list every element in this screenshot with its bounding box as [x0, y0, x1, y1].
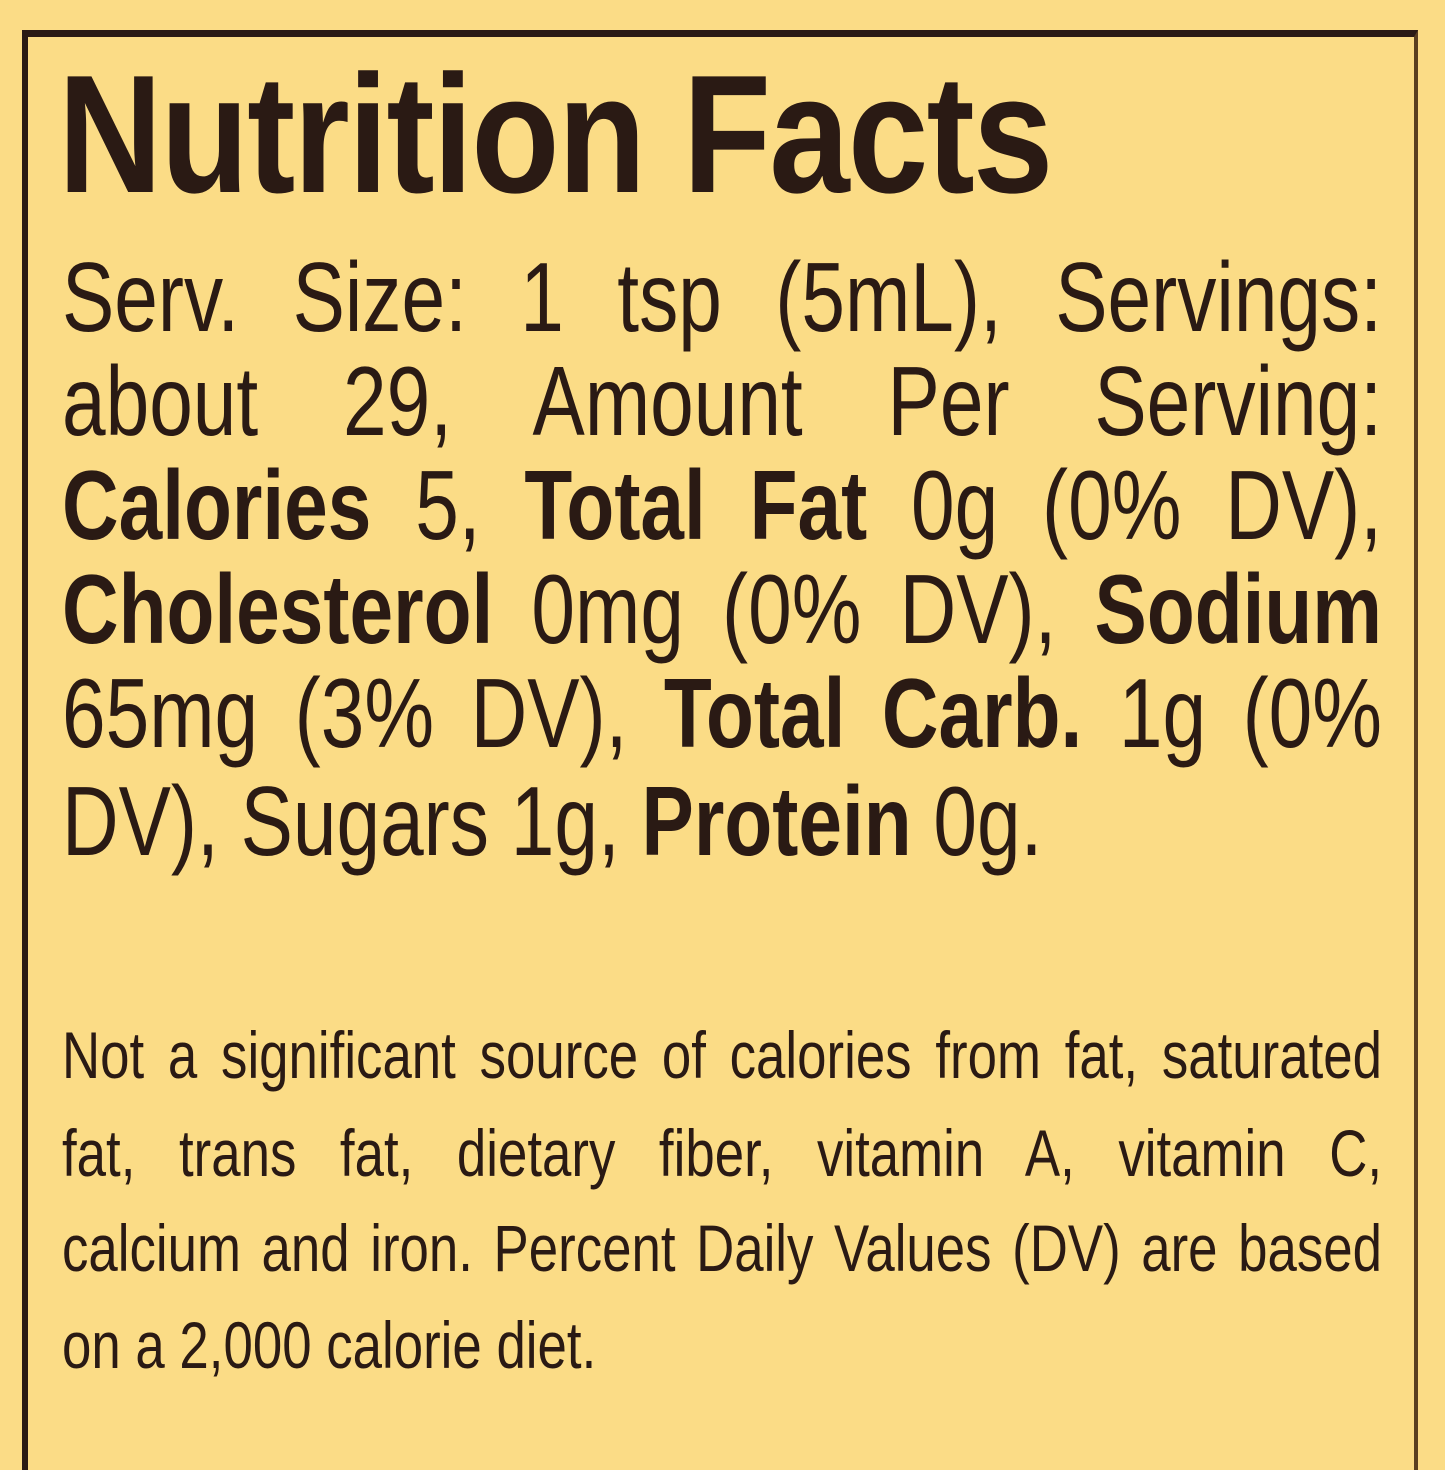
nutrient-name: Protein: [641, 766, 912, 876]
nutrient-name: Total Fat: [524, 450, 868, 560]
nutrient-value: about 29, Amount Per Serving:: [62, 346, 1382, 456]
nutrition-line: DV), Sugars 1g, Protein 0g.: [62, 772, 1382, 870]
nutrient-name: Total Carb.: [663, 658, 1083, 768]
footnote-line: calcium and iron. Percent Daily Values (…: [62, 1211, 1382, 1285]
nutrition-facts-title: Nutrition Facts: [58, 40, 1053, 228]
nutrient-value: DV), Sugars 1g,: [62, 766, 642, 876]
nutrient-name: Calories: [62, 450, 372, 560]
nutrition-line: Cholesterol 0mg (0% DV), Sodium: [62, 560, 1382, 658]
nutrition-line: Calories 5, Total Fat 0g (0% DV),: [62, 456, 1382, 554]
nutrient-value: Serv. Size: 1 tsp (5mL), Servings:: [62, 242, 1382, 352]
nutrient-value: 5,: [371, 450, 525, 560]
nutrient-name: Sodium: [1094, 554, 1382, 664]
nutrition-line: Serv. Size: 1 tsp (5mL), Servings:: [62, 248, 1382, 346]
nutrition-line: about 29, Amount Per Serving:: [62, 352, 1382, 450]
nutrient-value: 0g.: [911, 766, 1043, 876]
nutrition-line: 65mg (3% DV), Total Carb. 1g (0%: [62, 664, 1382, 762]
footnote-line: on a 2,000 calorie diet.: [62, 1308, 597, 1382]
footnote-line: Not a significant source of calories fro…: [62, 1018, 1382, 1092]
nutrient-name: Cholesterol: [62, 554, 494, 664]
nutrient-value: 0g (0% DV),: [867, 450, 1383, 560]
nutrient-value: 1g (0%: [1082, 658, 1382, 768]
nutrition-facts-panel: [22, 30, 1418, 1470]
nutrient-value: 65mg (3% DV),: [62, 658, 664, 768]
nutrient-value: 0mg (0% DV),: [493, 554, 1095, 664]
footnote-line: fat, trans fat, dietary fiber, vitamin A…: [62, 1116, 1382, 1190]
